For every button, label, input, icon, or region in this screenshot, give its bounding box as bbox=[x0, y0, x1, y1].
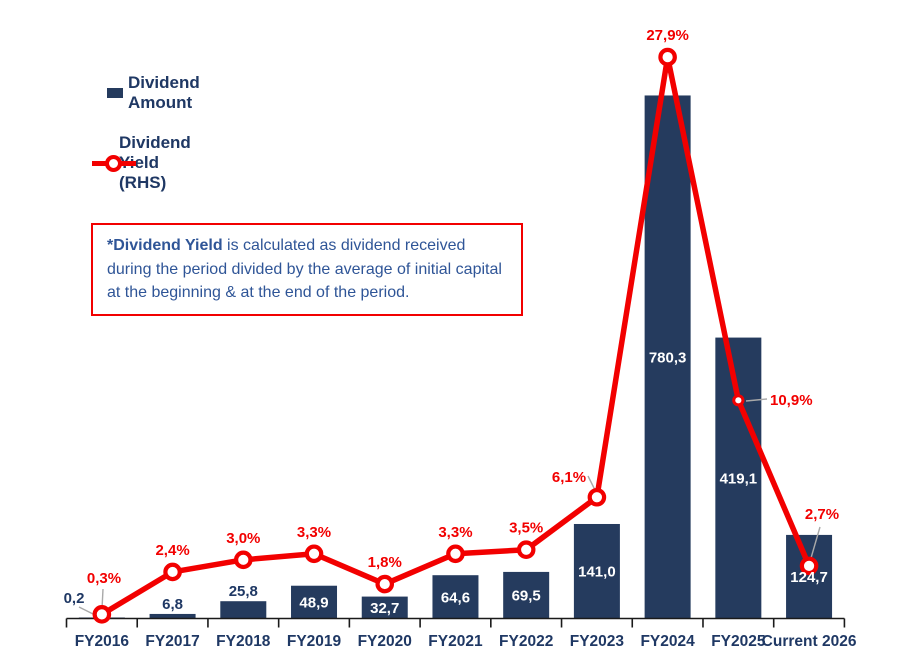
legend-item-dividend-yield: Dividend Yield (RHS) bbox=[92, 133, 211, 193]
yield-label-FY2022: 3,5% bbox=[509, 520, 543, 537]
yield-label-FY2017: 2,4% bbox=[155, 542, 189, 559]
yield-label-FY2021: 3,3% bbox=[438, 524, 472, 541]
bar-label-FY2023: 141,0 bbox=[578, 564, 616, 581]
x-axis-label-FY2017: FY2017 bbox=[145, 633, 199, 650]
legend-label-dividend-yield: Dividend Yield (RHS) bbox=[119, 133, 191, 192]
yield-marker-FY2022 bbox=[516, 540, 536, 560]
label-leader-line bbox=[810, 526, 821, 559]
bar-label-FY2020: 32,7 bbox=[370, 600, 399, 617]
bar-label-FY2024: 780,3 bbox=[649, 349, 687, 366]
x-axis-label-FY2020: FY2020 bbox=[358, 633, 412, 650]
yield-marker-FY2020 bbox=[375, 574, 395, 594]
x-axis-label-Current 2026: Current 2026 bbox=[762, 633, 857, 650]
bar-label-FY2025: 419,1 bbox=[720, 471, 758, 488]
yield-label-FY2025: 10,9% bbox=[770, 392, 813, 409]
yield-marker-FY2016 bbox=[92, 605, 112, 624]
bar-FY2020 bbox=[361, 596, 408, 619]
yield-marker-Current 2026 bbox=[799, 556, 819, 576]
x-axis-label-FY2025: FY2025 bbox=[711, 633, 766, 650]
x-axis-label-FY2019: FY2019 bbox=[287, 633, 342, 650]
line-marker-icon bbox=[92, 154, 136, 172]
legend-label-dividend-amount: Dividend Amount bbox=[127, 73, 200, 112]
bar-FY2021 bbox=[432, 575, 479, 619]
bar-label-Current 2026: 124,7 bbox=[790, 569, 828, 586]
bar-label-FY2022: 69,5 bbox=[512, 588, 541, 605]
bar-label-FY2016: 0,2 bbox=[64, 590, 85, 607]
x-axis-label-FY2024: FY2024 bbox=[640, 633, 695, 650]
bar-FY2024 bbox=[644, 95, 691, 619]
bar-FY2023 bbox=[573, 523, 620, 619]
yield-marker-FY2019 bbox=[304, 544, 324, 564]
yield-label-Current 2026: 2,7% bbox=[805, 506, 839, 523]
yield-marker-FY2021 bbox=[446, 544, 465, 564]
bar-FY2019 bbox=[291, 585, 338, 619]
bar-FY2018 bbox=[220, 601, 267, 619]
yield-label-FY2019: 3,3% bbox=[297, 524, 331, 541]
bar-FY2025 bbox=[715, 337, 762, 619]
yield-marker-FY2025 bbox=[732, 394, 745, 407]
yield-label-FY2023: 6,1% bbox=[552, 469, 586, 486]
bar-swatch-icon bbox=[107, 88, 123, 98]
yield-label-FY2020: 1,8% bbox=[368, 554, 402, 571]
bar-FY2022 bbox=[503, 571, 550, 619]
label-leader-line bbox=[587, 475, 596, 491]
note-box: *Dividend Yield is calculated as dividen… bbox=[91, 223, 523, 316]
bar-FY2017 bbox=[149, 613, 196, 619]
yield-marker-FY2023 bbox=[587, 487, 607, 507]
yield-marker-FY2018 bbox=[234, 550, 253, 570]
circle-marker-icon bbox=[105, 154, 122, 172]
yield-label-FY2016: 0,3% bbox=[87, 570, 121, 587]
yield-marker-FY2024 bbox=[658, 47, 677, 67]
label-leader-line bbox=[745, 398, 768, 402]
note-bold-text: *Dividend Yield bbox=[107, 237, 223, 254]
bar-Current 2026 bbox=[786, 534, 833, 619]
bar-label-FY2019: 48,9 bbox=[299, 595, 328, 612]
yield-marker-FY2017 bbox=[163, 562, 182, 582]
yield-label-FY2018: 3,0% bbox=[226, 530, 260, 547]
note-text: is calculated as dividend received durin… bbox=[107, 237, 502, 301]
x-axis-label-FY2023: FY2023 bbox=[570, 633, 625, 650]
x-axis-label-FY2016: FY2016 bbox=[75, 633, 130, 650]
x-axis-label-FY2021: FY2021 bbox=[428, 633, 483, 650]
legend-item-dividend-amount: Dividend Amount bbox=[107, 73, 211, 113]
x-axis-label-FY2022: FY2022 bbox=[499, 633, 553, 650]
x-axis-label-FY2018: FY2018 bbox=[216, 633, 271, 650]
bar-label-FY2017: 6,8 bbox=[162, 596, 183, 613]
bar-label-FY2018: 25,8 bbox=[229, 583, 258, 600]
yield-label-FY2024: 27,9% bbox=[646, 27, 689, 44]
bar-label-FY2021: 64,6 bbox=[441, 589, 470, 606]
